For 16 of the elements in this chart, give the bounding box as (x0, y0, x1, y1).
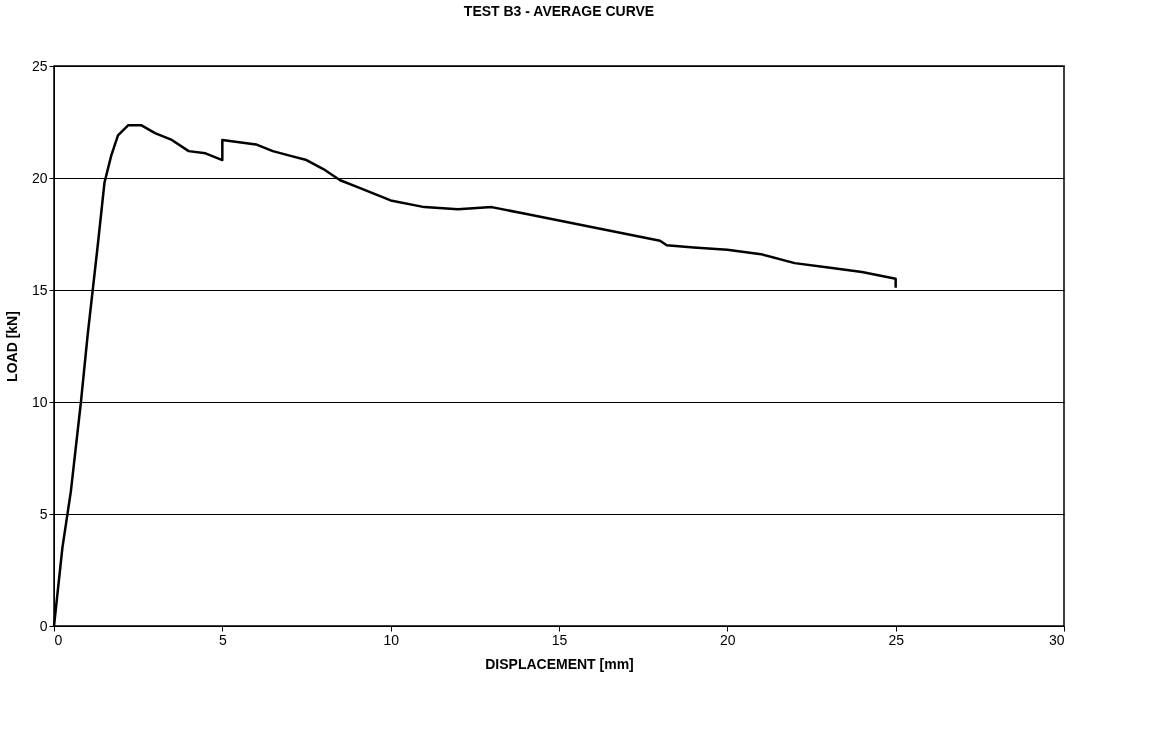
y-tick-label: 10 (31, 393, 48, 410)
y-axis-title: LOAD [kN] (3, 311, 20, 382)
x-tick-label: 10 (383, 631, 400, 648)
y-tick-label: 20 (31, 169, 48, 186)
y-tick-label: 5 (39, 505, 48, 522)
chart-title: TEST B3 - AVERAGE CURVE (463, 3, 655, 19)
x-tick-label: 5 (218, 631, 227, 648)
x-tick-label: 30 (1048, 631, 1065, 648)
x-axis-title: DISPLACEMENT [mm] (485, 655, 634, 672)
x-tick-label: 20 (720, 631, 736, 648)
x-tick-label: 15 (551, 631, 568, 648)
x-tick-label: 25 (888, 631, 905, 648)
y-tick-label: 0 (39, 617, 48, 634)
y-tick-label: 15 (31, 281, 48, 298)
y-tick-label: 25 (31, 57, 48, 74)
x-tick-label: 0 (54, 631, 63, 648)
